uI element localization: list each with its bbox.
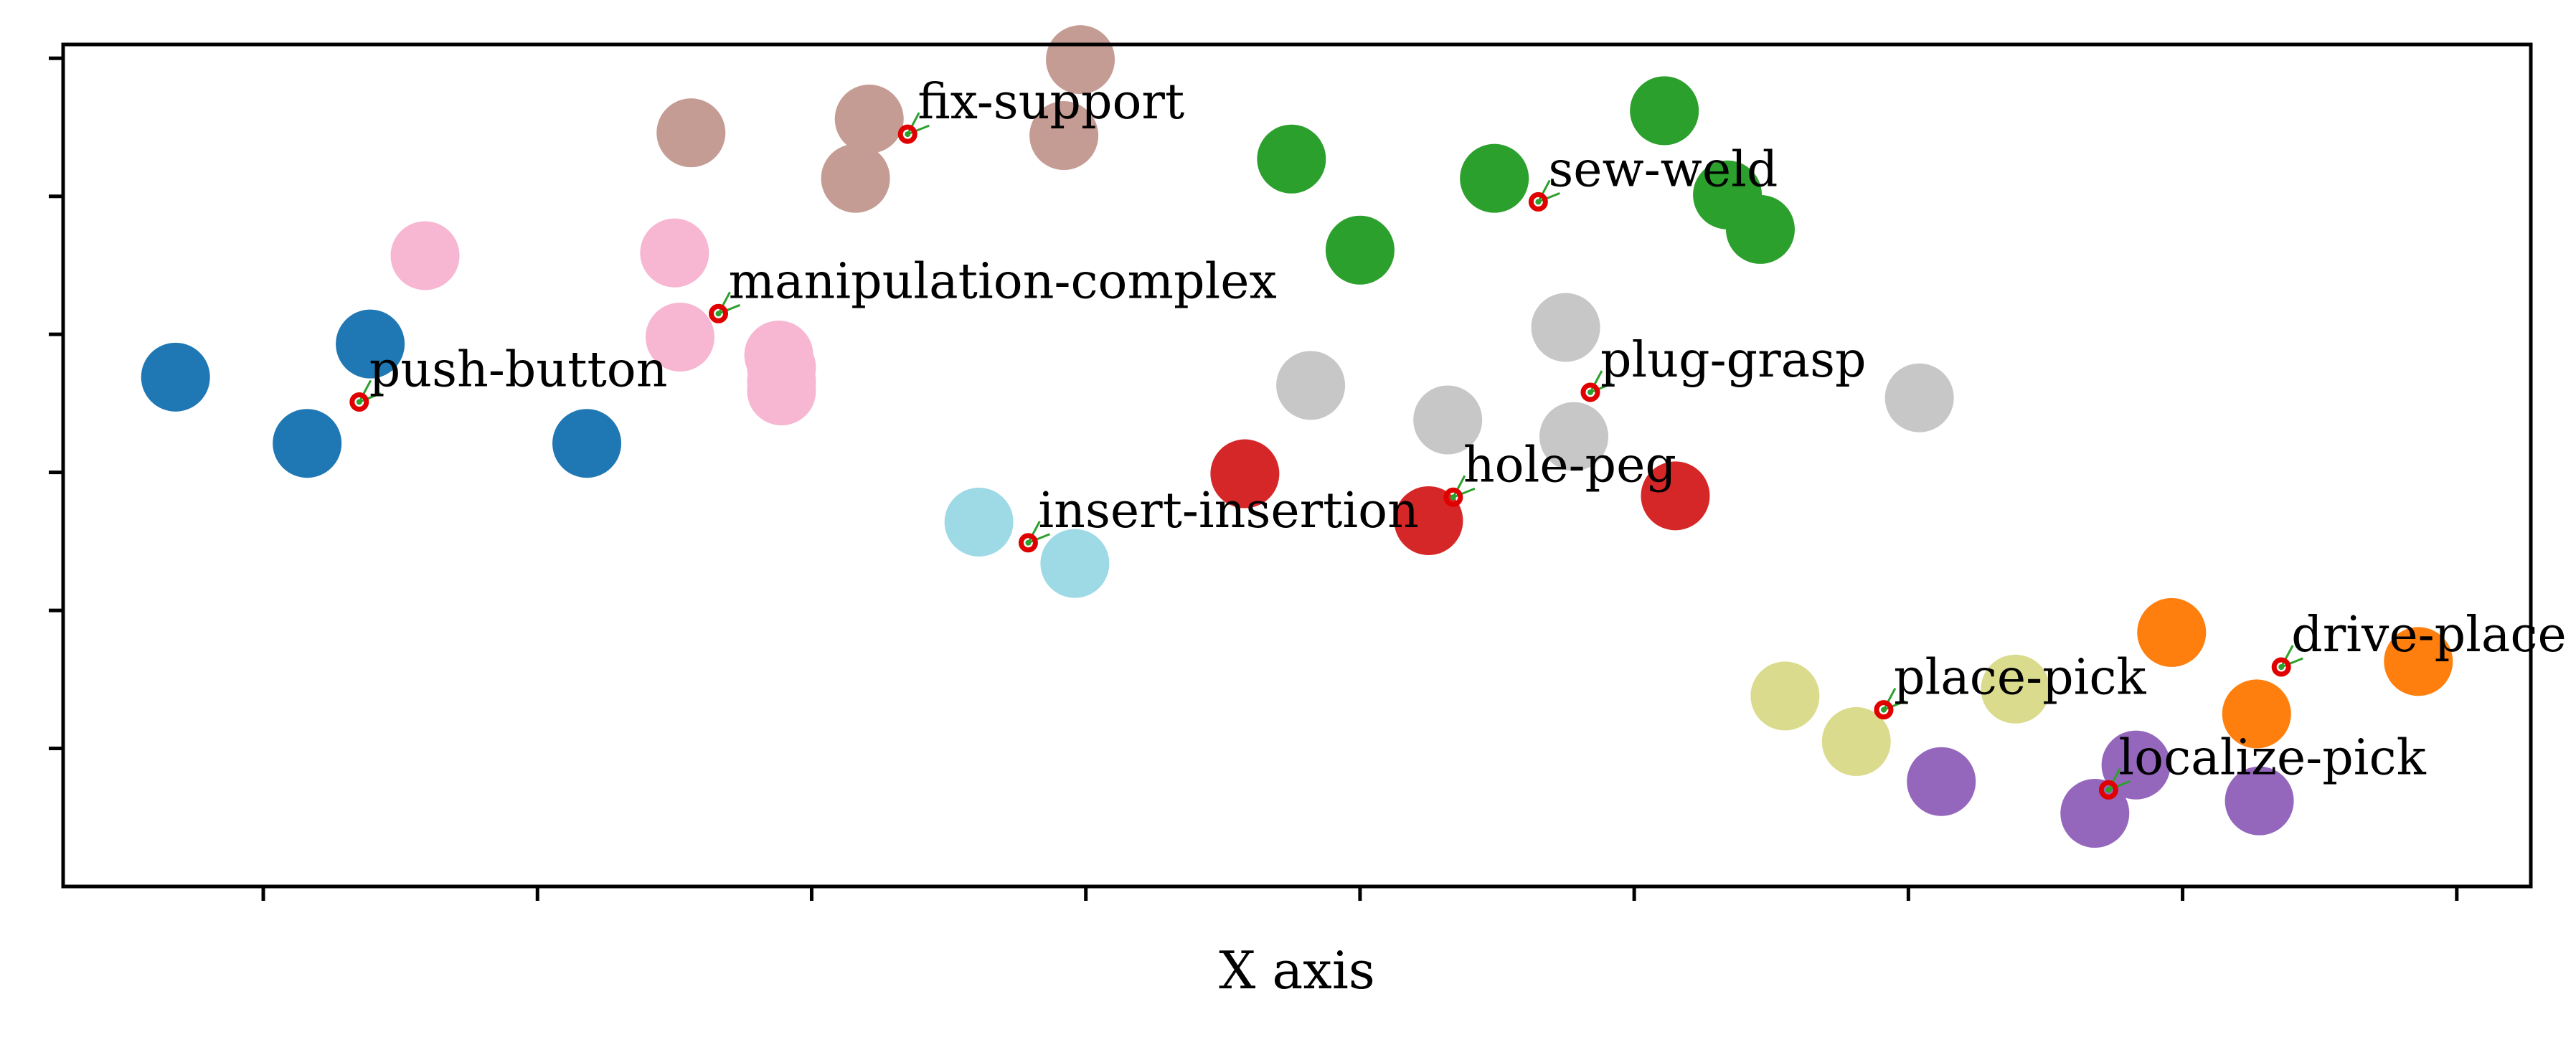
point-fix-support-1 [656,98,726,168]
centroid-marker-hole-peg-center [1450,494,1456,501]
point-drive-place-1 [2137,597,2207,667]
point-manipulation-complex-6 [646,303,714,372]
centroid-marker-insert-insertion-tick [1027,521,1050,544]
centroid-marker-fix-support-center [905,131,911,138]
point-localize-pick-1 [1907,747,1976,816]
centroid-marker-plug-grasp-center [1587,389,1593,395]
point-fix-support-5 [1029,101,1099,171]
point-sew-weld-2 [1325,215,1395,285]
label-push-button: push-button [369,341,668,398]
centroid-marker-plug-grasp-tick [1589,370,1613,394]
centroid-marker-localize-pick [2098,780,2118,800]
point-plug-grasp-4 [1539,402,1609,471]
point-fix-support-2 [834,84,904,153]
point-sew-weld-4 [1630,76,1699,146]
centroid-marker-place-pick-tick [1882,687,1906,711]
plot-frame [61,42,2533,889]
cluster-labels-layer: push-button manipulation-complex fix-suppo… [369,74,2567,786]
point-insert-insertion-1 [944,487,1014,557]
point-localize-pick-3 [2101,730,2171,800]
centroid-marker-place-pick-center [1880,706,1887,713]
label-sew-weld: sew-weld [1548,141,1778,198]
point-hole-peg-1 [1210,439,1280,509]
label-place-pick: place-pick [1894,650,2146,706]
centroid-marker-push-button-center [356,399,362,405]
point-drive-place-3 [2384,627,2453,696]
point-plug-grasp-1 [1276,351,1346,420]
point-fix-support-3 [821,143,890,213]
centroid-marker-push-button [349,392,369,412]
label-insert-insertion: insert-insertion [1038,483,1419,539]
centroid-marker-manipulation-complex [709,303,729,323]
x-axis-title: X axis [1219,940,1375,1001]
centroid-marker-plug-grasp [1580,382,1600,402]
point-fix-support-4 [1046,25,1115,95]
point-push-button-4 [552,409,622,478]
point-sew-weld-3 [1460,143,1529,213]
point-sew-weld-6 [1725,194,1795,264]
axis-ticks [49,56,2459,901]
point-sew-weld-1 [1257,124,1326,194]
point-plug-grasp-5 [1884,363,1954,432]
point-plug-grasp-2 [1413,385,1483,455]
centroid-marker-insert-insertion [1018,533,1038,553]
point-place-pick-1 [1750,661,1820,731]
centroid-marker-sew-weld [1528,191,1548,212]
centroid-marker-drive-place-tick [2280,645,2303,668]
centroid-marker-localize-pick-tick [2108,767,2131,791]
point-manipulation-complex-7 [747,346,816,416]
label-hole-peg: hole-peg [1463,437,1676,493]
data-points-layer [141,25,2453,848]
centroid-marker-insert-insertion-center [1025,539,1032,546]
point-push-button-3 [336,309,405,379]
point-hole-peg-3 [1641,461,1710,531]
centroid-marker-place-pick [1874,700,1894,720]
centroid-marker-drive-place [2271,657,2291,677]
centroid-marker-fix-support-tick [906,112,930,136]
centroid-marker-localize-pick-center [2105,787,2112,793]
point-insert-insertion-2 [1040,529,1110,598]
label-fix-support: fix-support [917,74,1184,131]
centroid-marker-manipulation-complex-tick [717,291,741,315]
centroid-marker-fix-support [897,124,917,144]
label-localize-pick: localize-pick [2118,729,2426,786]
centroid-marker-drive-place-center [2278,663,2285,670]
centroid-layer [349,112,2303,800]
label-drive-place: drive-place [2291,607,2567,663]
point-manipulation-complex-2 [640,218,709,288]
point-manipulation-complex-1 [390,221,460,290]
point-plug-grasp-3 [1531,293,1600,362]
point-place-pick-3 [1981,654,2050,724]
centroid-marker-sew-weld-tick [1537,179,1560,203]
point-place-pick-2 [1821,706,1891,776]
point-drive-place-2 [2222,679,2291,749]
label-plug-grasp: plug-grasp [1600,332,1867,389]
point-localize-pick-4 [2224,766,2294,836]
centroid-marker-hole-peg-tick [1452,475,1476,498]
centroid-marker-hole-peg [1443,487,1463,507]
point-hole-peg-2 [1394,486,1463,555]
centroid-marker-sew-weld-center [1535,199,1542,205]
label-manipulation-complex: manipulation-complex [729,253,1277,310]
point-push-button-2 [273,409,342,478]
point-push-button-1 [141,342,210,412]
centroid-marker-manipulation-complex-center [715,311,722,317]
centroid-marker-push-button-tick [358,379,382,403]
